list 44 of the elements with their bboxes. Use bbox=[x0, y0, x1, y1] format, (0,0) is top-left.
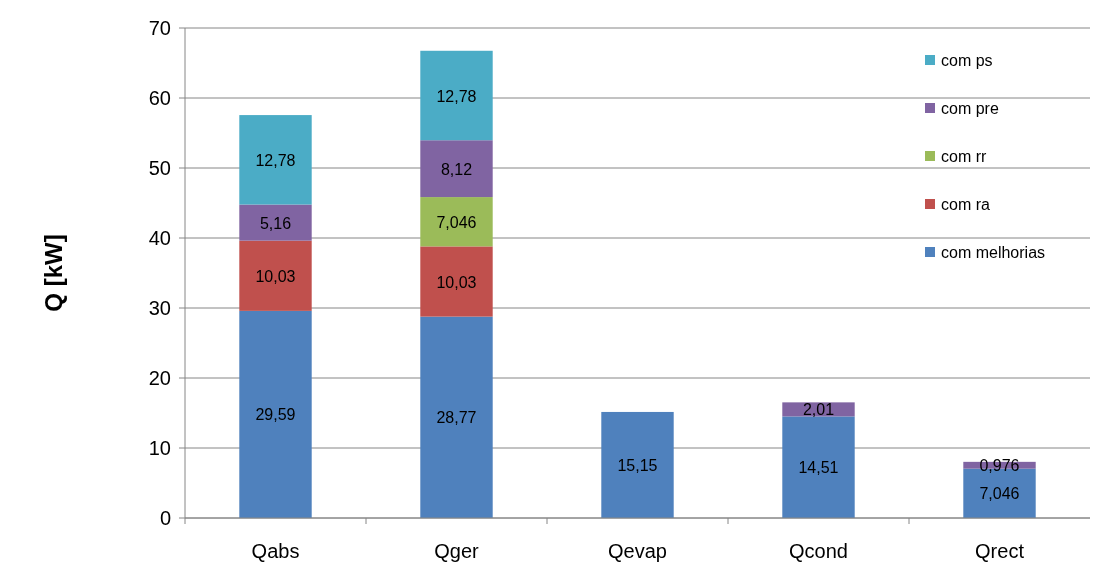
legend-label: com ps bbox=[941, 52, 993, 69]
legend-label: com rr bbox=[941, 148, 987, 165]
data-label: 15,15 bbox=[617, 456, 658, 474]
bar bbox=[239, 310, 312, 518]
x-tick-label: Qabs bbox=[251, 540, 300, 562]
bar bbox=[420, 197, 493, 247]
bar bbox=[601, 411, 674, 518]
bar bbox=[239, 115, 312, 205]
y-tick-label: 30 bbox=[148, 297, 171, 319]
data-label: 5,16 bbox=[259, 214, 292, 232]
y-tick-label: 40 bbox=[148, 227, 171, 249]
bar bbox=[420, 140, 493, 198]
y-axis-title: Q [kW] bbox=[40, 234, 67, 312]
bar bbox=[420, 50, 493, 141]
data-label: 7,046 bbox=[436, 213, 477, 231]
data-label: 0,976 bbox=[979, 457, 1020, 475]
data-label: 8,12 bbox=[440, 160, 473, 178]
y-tick-label: 50 bbox=[148, 157, 171, 179]
data-label: 10,03 bbox=[436, 273, 477, 291]
legend-label: com pre bbox=[941, 100, 999, 117]
data-label: 12,78 bbox=[255, 151, 296, 169]
x-tick-label: Qevap bbox=[608, 540, 667, 562]
x-tick-label: Qrect bbox=[975, 540, 1025, 562]
data-label: 28,77 bbox=[436, 409, 477, 427]
bar bbox=[420, 316, 493, 518]
y-tick-label: 70 bbox=[148, 17, 171, 39]
y-tick-label: 10 bbox=[148, 437, 171, 459]
data-label: 14,51 bbox=[798, 459, 839, 477]
legend-label: com ra bbox=[941, 196, 990, 213]
data-label: 29,59 bbox=[255, 406, 296, 424]
y-tick-label: 20 bbox=[148, 367, 171, 389]
data-label: 2,01 bbox=[802, 401, 835, 419]
bar bbox=[239, 240, 312, 311]
y-tick-label: 0 bbox=[159, 507, 171, 529]
x-tick-label: Qcond bbox=[789, 540, 848, 562]
bar bbox=[420, 246, 493, 317]
x-tick-label: Qger bbox=[434, 540, 480, 562]
y-tick-label: 60 bbox=[148, 87, 171, 109]
legend-label: com melhorias bbox=[941, 244, 1046, 261]
bar bbox=[239, 204, 312, 241]
data-label: 10,03 bbox=[255, 267, 296, 285]
bar bbox=[782, 416, 855, 518]
data-label: 12,78 bbox=[436, 87, 477, 105]
data-label: 7,046 bbox=[979, 485, 1020, 503]
